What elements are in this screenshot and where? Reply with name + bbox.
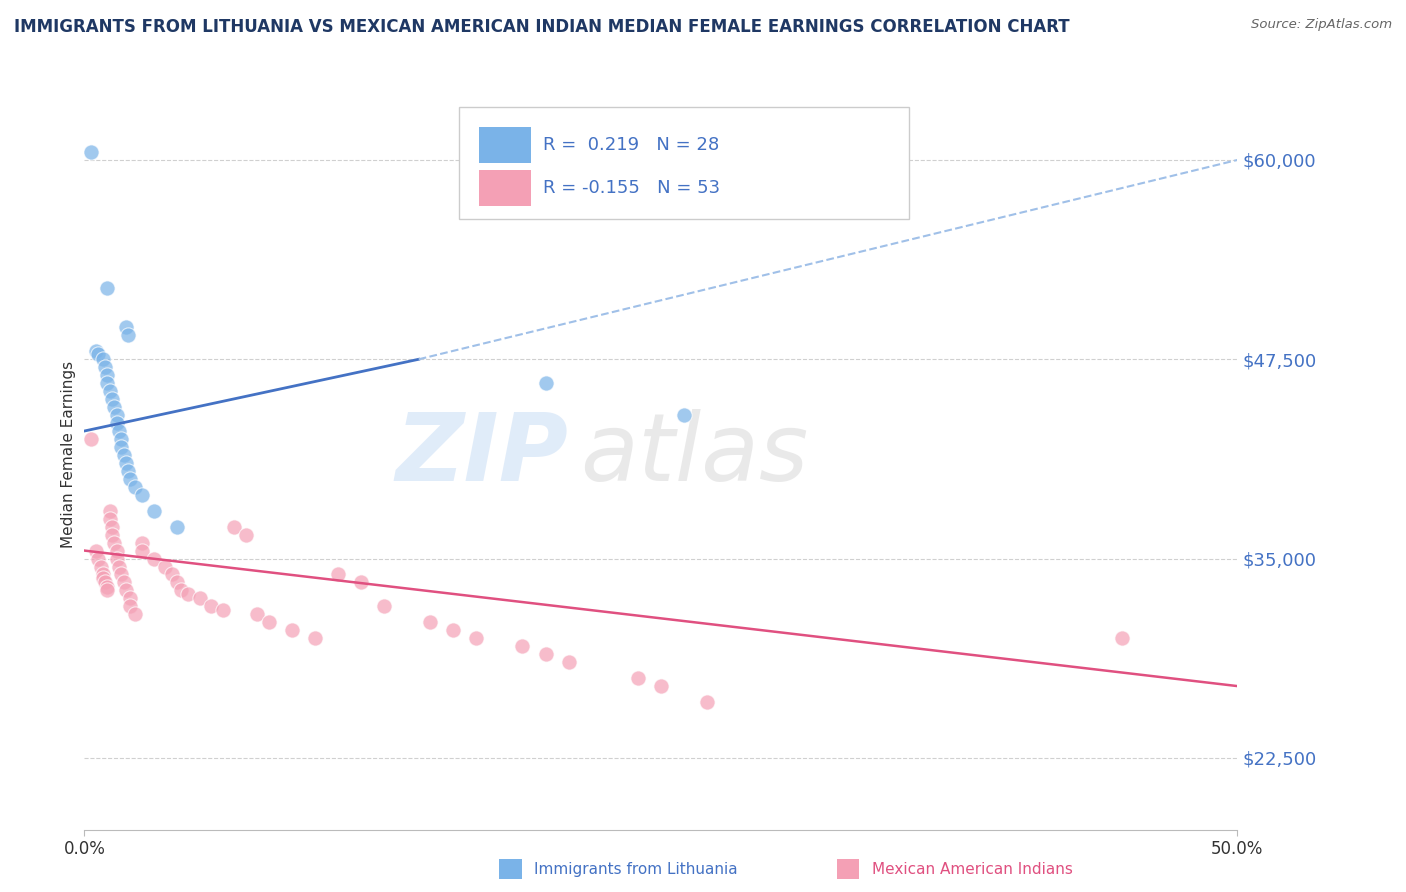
Point (224, 519, 246, 533)
Point (350, 575, 373, 590)
Point (94, 575, 117, 590)
Point (110, 432, 132, 446)
Point (1111, 632, 1133, 646)
Point (124, 480, 146, 494)
Point (89, 559, 111, 574)
Point (235, 527, 257, 541)
Point (117, 328, 139, 343)
Point (124, 607, 146, 622)
Point (131, 488, 153, 502)
Point (188, 591, 211, 606)
Point (108, 424, 131, 438)
Point (557, 655, 579, 669)
Text: Immigrants from Lithuania: Immigrants from Lithuania (534, 863, 738, 877)
Point (120, 599, 142, 614)
Point (117, 464, 139, 478)
Point (103, 535, 125, 549)
Point (534, 376, 557, 391)
Point (120, 472, 142, 486)
Point (246, 607, 269, 622)
FancyBboxPatch shape (478, 170, 530, 206)
FancyBboxPatch shape (478, 127, 530, 162)
Point (112, 448, 135, 462)
Point (512, 639, 534, 653)
Point (115, 583, 138, 598)
Point (142, 504, 165, 518)
Point (96, 580, 118, 594)
Point (419, 615, 441, 630)
Point (115, 456, 138, 470)
Point (98, 511, 121, 525)
Point (142, 551, 165, 566)
Point (87, 551, 110, 566)
Point (115, 320, 138, 334)
Point (80, 145, 103, 159)
Point (87, 347, 110, 361)
Point (101, 527, 124, 541)
Text: atlas: atlas (581, 409, 808, 500)
Point (96, 368, 118, 383)
Point (131, 535, 153, 549)
Point (112, 575, 135, 590)
Point (170, 583, 193, 598)
Point (441, 624, 464, 638)
Point (326, 567, 349, 582)
Point (696, 695, 718, 709)
FancyBboxPatch shape (460, 106, 908, 219)
Point (91, 571, 114, 585)
Text: IMMIGRANTS FROM LITHUANIA VS MEXICAN AMERICAN INDIAN MEDIAN FEMALE EARNINGS CORR: IMMIGRANTS FROM LITHUANIA VS MEXICAN AME… (14, 18, 1070, 36)
Point (101, 392, 124, 406)
Point (96, 583, 118, 598)
Point (105, 408, 128, 422)
Point (465, 632, 488, 646)
Text: Mexican American Indians: Mexican American Indians (872, 863, 1073, 877)
Point (160, 567, 183, 582)
Point (177, 586, 200, 600)
Text: ZIP: ZIP (395, 409, 568, 501)
Point (304, 632, 326, 646)
Point (672, 408, 695, 422)
Point (96, 280, 118, 294)
Point (91, 352, 114, 367)
Point (101, 519, 124, 533)
Point (200, 599, 222, 614)
Point (94, 360, 117, 375)
Text: R = -0.155   N = 53: R = -0.155 N = 53 (543, 179, 720, 197)
Text: Source: ZipAtlas.com: Source: ZipAtlas.com (1251, 18, 1392, 31)
Point (281, 624, 304, 638)
Point (96, 376, 118, 391)
Point (534, 647, 557, 661)
Point (120, 591, 142, 606)
Point (627, 671, 650, 685)
Point (105, 416, 128, 430)
Text: R =  0.219   N = 28: R = 0.219 N = 28 (543, 136, 720, 153)
Point (131, 543, 153, 558)
Point (650, 679, 672, 693)
Point (373, 599, 395, 614)
Point (166, 519, 188, 533)
Point (84, 344, 107, 359)
Point (84, 543, 107, 558)
Point (98, 504, 121, 518)
Point (110, 440, 132, 454)
Point (108, 559, 131, 574)
Point (105, 543, 128, 558)
Point (166, 575, 188, 590)
Point (103, 400, 125, 414)
Y-axis label: Median Female Earnings: Median Female Earnings (60, 361, 76, 549)
Point (98, 384, 121, 399)
Point (110, 567, 132, 582)
Point (257, 615, 280, 630)
Point (153, 559, 176, 574)
Point (105, 551, 128, 566)
Point (91, 567, 114, 582)
Point (80, 432, 103, 446)
Point (211, 602, 233, 616)
